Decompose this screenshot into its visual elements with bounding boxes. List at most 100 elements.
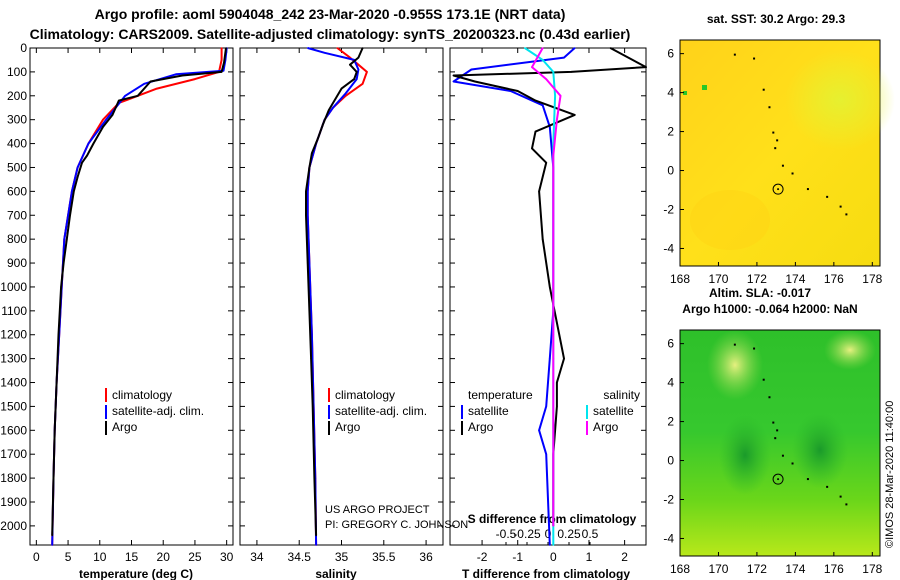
y-tick-label: 1800 (0, 471, 27, 485)
island-speck (826, 195, 829, 198)
series-climatology-point (361, 83, 364, 85)
sst-map-warm-patch (785, 50, 895, 150)
series-climatology-point (220, 47, 223, 49)
island-speck (772, 131, 775, 134)
series-temperature-argo-point (534, 130, 537, 133)
series-satellite-adj-clim--point (315, 544, 317, 546)
island-speck (733, 53, 736, 56)
series-temperature-argo-point (541, 238, 544, 240)
series-salinity-argo-point (552, 429, 555, 432)
map-y-tick-label: 2 (667, 125, 674, 139)
map-x-tick-label: 176 (824, 562, 844, 576)
series-climatology-point (220, 59, 223, 61)
salinity-panel (239, 47, 444, 546)
y-tick-label: 1500 (0, 399, 27, 413)
series-salinity-satellite-point (541, 59, 544, 61)
altimetry-map-high (707, 330, 763, 400)
series-argo-point (86, 154, 88, 157)
y-tick-label: 1300 (0, 352, 27, 366)
island-speck (791, 172, 794, 175)
y-tick-label: 400 (7, 137, 27, 151)
legend-temp-satellite: satellite (468, 404, 509, 418)
series-temperature-satellite-point (548, 357, 551, 360)
series-argo-point (57, 333, 60, 336)
legend-climatology: climatology (335, 388, 395, 402)
series-argo-point (137, 94, 139, 97)
x-tick-label: 5 (65, 550, 72, 564)
series-salinity-satellite-point (554, 94, 556, 97)
island-speck (753, 57, 756, 60)
series-salinity-argo-point (541, 47, 544, 49)
series-climatology-point (344, 94, 347, 97)
series-argo-point (311, 405, 314, 408)
x-tick-label: 1 (586, 550, 593, 564)
top-tick-label: 0.25 (557, 527, 581, 541)
series-argo-point (65, 238, 68, 240)
series-satellite-adj-clim--point (67, 214, 69, 217)
series-argo-point (313, 477, 316, 479)
island-speck (774, 147, 777, 150)
series-argo-point (225, 47, 227, 49)
series-temperature-argo-point (548, 286, 551, 288)
series-argo-point (322, 123, 324, 126)
difference-frame (449, 47, 647, 546)
top-tick-label: -0.25 (513, 527, 541, 541)
map-x-tick-label: 174 (785, 562, 805, 576)
credit-pi: PI: GREGORY C. JOHNSON (325, 519, 468, 531)
series-salinity-argo-point (552, 286, 555, 288)
island-speck (762, 88, 765, 91)
island-speck (776, 429, 779, 432)
series-temperature-satellite-point (470, 68, 473, 71)
series-argo-point (220, 71, 223, 73)
legend-sal-satellite: satellite (593, 404, 634, 418)
series-argo-point (315, 534, 317, 537)
series-salinity-argo-point (559, 94, 562, 97)
y-tick-label: 2000 (0, 519, 27, 533)
series-climatology-point (156, 87, 158, 90)
series-climatology-point (366, 71, 368, 73)
x-tick-label: 36 (419, 550, 433, 564)
series-satellite-adj-clim--point (63, 238, 66, 240)
series-temperature-argo-point (563, 357, 565, 360)
series-salinity-satellite-point (524, 47, 526, 49)
sst-map-pixel (683, 91, 687, 95)
temperature-xlabel: temperature (deg C) (79, 567, 193, 580)
altimetry-map-title: Altim. SLA: -0.017 (709, 286, 811, 300)
x-tick-label: 15 (125, 550, 139, 564)
island-speck (781, 164, 784, 167)
x-tick-label: 35 (335, 550, 349, 564)
altimetry-map-low (792, 412, 848, 488)
island-speck (774, 437, 777, 440)
series-argo-point (305, 190, 307, 193)
series-argo-point (92, 142, 95, 145)
map-x-tick-label: 168 (670, 272, 690, 286)
legend-salinity-title: salinity (603, 388, 640, 402)
series-satellite-adj-clim--point (306, 214, 309, 217)
imos-credit: ©IMOS 28-Mar-2020 11:40:00 (884, 401, 896, 548)
map-y-tick-label: -4 (663, 241, 674, 255)
sst-map-title: sat. SST: 30.2 Argo: 29.3 (707, 12, 846, 26)
island-speck (806, 188, 809, 191)
float-location-marker (772, 183, 784, 195)
series-temperature-argo-point (556, 381, 558, 384)
map-x-tick-label: 170 (708, 562, 728, 576)
island-speck (768, 106, 771, 109)
y-tick-label: 900 (7, 256, 27, 270)
island-speck (772, 421, 775, 424)
map-y-tick-label: 4 (667, 376, 674, 390)
map-y-tick-label: 6 (667, 47, 674, 61)
series-salinity-argo (531, 47, 562, 526)
series-temperature-satellite-point (452, 80, 455, 83)
series-satellite-adj-clim--point (306, 190, 309, 193)
series-argo-point (149, 80, 152, 83)
legend-sal-argo: Argo (593, 420, 619, 434)
series-salinity-argo-point (552, 357, 555, 360)
float-location-dot (777, 188, 780, 191)
y-tick-label: 1600 (0, 423, 27, 437)
series-argo-point (76, 176, 79, 178)
island-speck (753, 347, 756, 350)
series-satellite-adj-clim--point (311, 333, 313, 336)
series-argo-point (223, 61, 225, 64)
series-salinity-argo-point (552, 154, 555, 157)
top-tick-label: -0.5 (496, 527, 517, 541)
